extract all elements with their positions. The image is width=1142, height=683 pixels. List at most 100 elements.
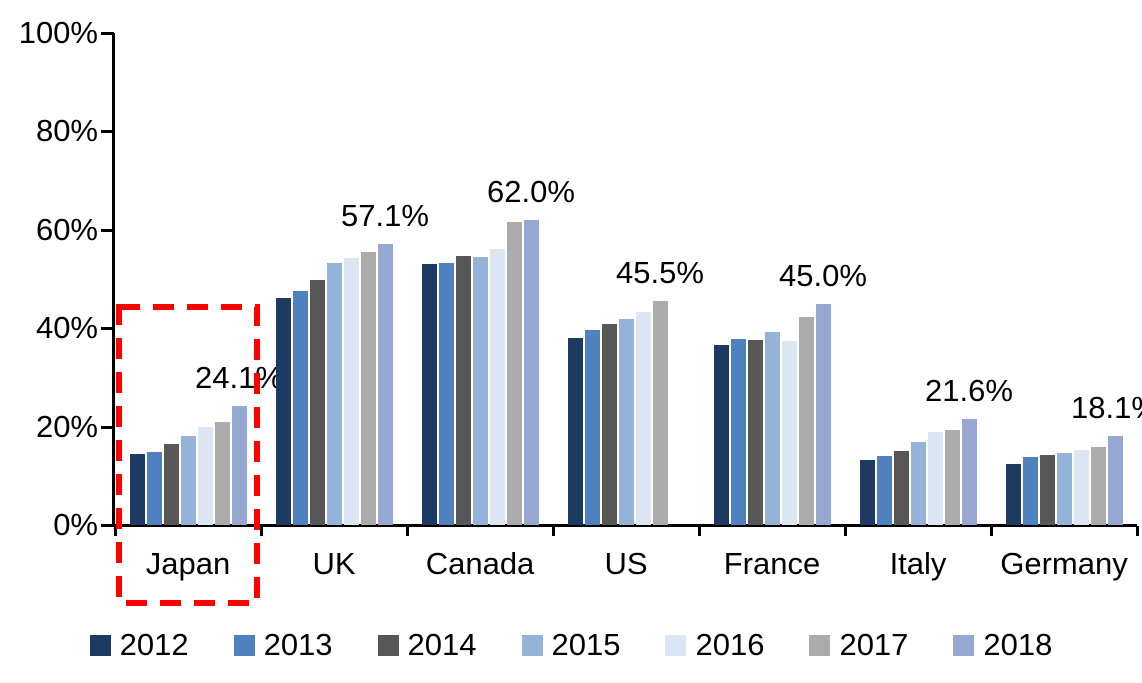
bar-japan-2016 <box>197 426 213 525</box>
legend-swatch-2016 <box>665 634 687 656</box>
y-axis-tick-label: 20% <box>35 408 98 444</box>
legend-item-2018: 2018 <box>953 628 1052 662</box>
bar-france-2018 <box>815 303 831 525</box>
x-axis-tick-mark <box>844 526 847 536</box>
bar-japan-2017 <box>214 421 230 525</box>
category-label-italy: Italy <box>889 546 947 581</box>
y-axis-tick-label: 100% <box>18 15 98 50</box>
legend-label: 2018 <box>983 627 1053 662</box>
x-axis-tick-mark <box>260 526 263 536</box>
data-label-canada: 62.0% <box>487 173 575 209</box>
bar-france-2013 <box>730 339 746 525</box>
bar-uk-2017 <box>360 251 376 525</box>
x-axis-tick-mark <box>1136 526 1139 536</box>
bar-japan-2013 <box>146 452 162 525</box>
bar-italy-2014 <box>893 451 909 525</box>
bar-japan-2014 <box>163 443 179 525</box>
bar-japan-2018 <box>231 406 247 525</box>
category-label-germany: Germany <box>1000 546 1128 581</box>
bar-germany-2018 <box>1107 435 1123 525</box>
y-axis-tick-label: 80% <box>35 113 98 149</box>
legend-label: 2013 <box>263 627 333 662</box>
bar-italy-2012 <box>859 459 875 525</box>
bar-germany-2016 <box>1073 450 1089 525</box>
bar-us-2013 <box>584 329 600 525</box>
data-label-germany: 18.1% <box>1071 389 1142 425</box>
y-axis-tick-mark <box>101 425 114 429</box>
legend-item-2014: 2014 <box>377 627 477 662</box>
bar-uk-2012 <box>275 297 291 525</box>
bar-uk-2013 <box>292 291 308 525</box>
bar-italy-2016 <box>927 431 943 525</box>
bar-us-2015 <box>618 319 634 525</box>
bar-italy-2013 <box>876 456 892 525</box>
legend-item-2017: 2017 <box>809 628 908 662</box>
x-axis-tick-mark <box>114 526 117 536</box>
category-label-japan: Japan <box>145 546 231 581</box>
category-label-canada: Canada <box>425 546 535 581</box>
y-axis-tick-label: 0% <box>53 507 98 542</box>
bar-uk-2018 <box>377 244 393 525</box>
y-axis-tick-mark <box>101 32 114 35</box>
legend-label: 2014 <box>407 627 477 662</box>
legend-swatch-2017 <box>809 634 831 656</box>
bar-france-2014 <box>747 339 763 525</box>
x-axis-tick-mark <box>552 526 555 536</box>
legend-label: 2012 <box>119 627 189 662</box>
x-axis-tick-mark <box>698 526 701 536</box>
bar-us-2016 <box>635 312 651 525</box>
x-axis-line <box>113 524 1137 527</box>
legend-item-2016: 2016 <box>665 628 764 662</box>
legend-item-2012: 2012 <box>89 627 189 662</box>
bar-us-2017 <box>652 301 668 525</box>
legend-swatch-2018 <box>953 634 975 656</box>
bar-us-2014 <box>601 324 617 525</box>
y-axis-tick-mark <box>101 228 114 232</box>
legend-swatch-2013 <box>233 634 255 656</box>
legend-swatch-2014 <box>377 634 399 656</box>
bar-uk-2015 <box>326 263 342 525</box>
bar-canada-2018 <box>523 219 539 525</box>
legend-item-2013: 2013 <box>233 627 333 662</box>
legend-item-2015: 2015 <box>521 627 621 662</box>
bar-france-2012 <box>713 344 729 525</box>
bar-italy-2017 <box>944 430 960 525</box>
bar-canada-2016 <box>489 249 505 525</box>
bar-japan-2012 <box>129 453 145 525</box>
x-axis-tick-mark <box>406 526 409 536</box>
bar-france-2015 <box>764 332 780 525</box>
category-label-uk: UK <box>312 546 356 581</box>
y-axis-tick-label: 60% <box>35 211 98 247</box>
bar-germany-2015 <box>1056 453 1072 525</box>
x-axis-tick-mark <box>990 526 993 536</box>
bar-italy-2018 <box>961 418 977 525</box>
bar-japan-2015 <box>180 436 196 525</box>
bar-uk-2014 <box>309 280 325 525</box>
category-label-france: France <box>723 546 821 581</box>
bar-germany-2013 <box>1022 457 1038 525</box>
bar-italy-2015 <box>910 442 926 525</box>
y-axis-tick-mark <box>101 524 114 527</box>
legend-swatch-2012 <box>89 634 111 656</box>
legend-label: 2016 <box>695 627 765 662</box>
data-label-us: 45.5% <box>616 255 704 291</box>
y-axis-tick-label: 40% <box>35 310 98 346</box>
chart-legend: 2012 2013 2014 2015 2016 2017 2018 <box>0 628 1142 662</box>
bar-canada-2014 <box>455 255 471 525</box>
bar-canada-2015 <box>472 257 488 525</box>
legend-label: 2017 <box>839 627 909 662</box>
data-label-france: 45.0% <box>779 257 867 293</box>
bar-germany-2017 <box>1090 447 1106 525</box>
bar-germany-2012 <box>1005 463 1021 525</box>
legend-label: 2015 <box>551 627 621 662</box>
bar-germany-2014 <box>1039 455 1055 525</box>
bar-france-2016 <box>781 341 797 525</box>
bar-france-2017 <box>798 316 814 525</box>
bar-uk-2016 <box>343 257 359 525</box>
y-axis-tick-mark <box>101 327 114 331</box>
bar-canada-2017 <box>506 222 522 525</box>
y-axis-tick-mark <box>101 130 114 134</box>
data-label-uk: 57.1% <box>341 198 429 234</box>
category-label-us: US <box>604 546 648 581</box>
